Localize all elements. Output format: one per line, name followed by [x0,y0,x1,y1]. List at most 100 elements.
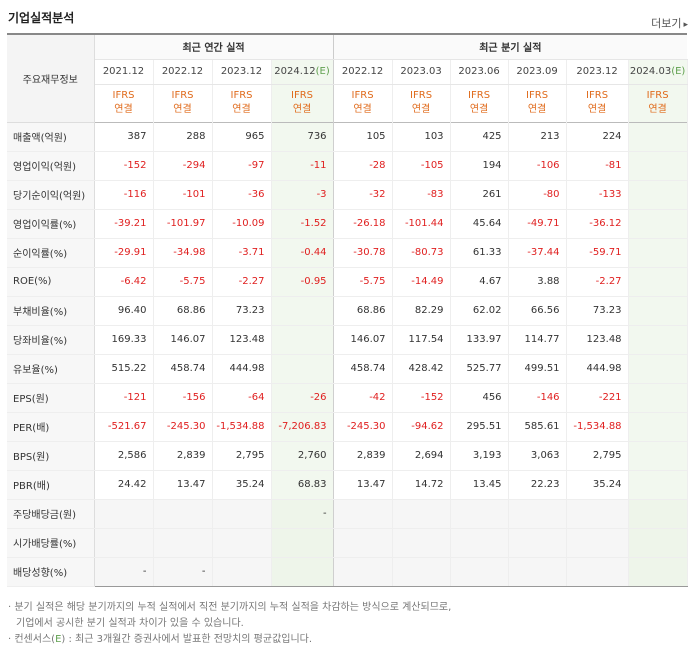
table-cell [271,557,334,587]
ifrs-top: IFRS [171,90,194,101]
table-cell: 428.42 [392,354,451,384]
table-cell: 62.02 [450,295,509,326]
group-quarter: 최근 분기 실적 [333,33,688,60]
table-row: PBR(배) 24.42 13.47 35.24 68.83 13.47 14.72 13.4… [7,470,688,500]
table-cell [628,412,688,442]
table-cell [271,354,334,384]
table-cell: -36 [212,180,272,210]
corner-label: 주요재무정보 [7,33,95,123]
ifrs-bottom: 연결 [173,104,192,115]
table-cell: -116 [94,180,154,210]
row-label: 영업이익(억원) [7,151,95,181]
table-cell: 66.56 [508,295,567,326]
table-cell: 456 [450,382,509,413]
table-cell [628,208,688,239]
table-cell [628,295,688,326]
table-cell: -59.71 [566,238,629,268]
table-cell: -1,534.88 [212,412,272,442]
table-cell: -26 [271,382,334,413]
table-cell: -0.44 [271,238,334,268]
table-cell [566,528,629,558]
table-cell: 35.24 [212,470,272,500]
ifrs-label: IFRS 연결 [566,84,629,122]
financial-table: 주요재무정보 최근 연간 실적 최근 분기 실적 2021.12 2022.12 2… [7,33,688,587]
table-cell: 146.07 [333,325,393,355]
table-cell: 288 [153,121,213,152]
period-header: 2023.12 [212,59,272,85]
table-cell: -11 [271,151,334,181]
more-link[interactable]: 더보기 ▸ [651,15,688,31]
table-cell: -37.44 [508,238,567,268]
table-cell: 169.33 [94,325,154,355]
row-label: 시가배당률(%) [7,528,95,558]
table-cell [628,180,688,210]
table-cell: -5.75 [153,267,213,297]
table-row: 당좌비율(%) 169.33 146.07 123.48 146.07 117.54 133… [7,325,688,355]
table-cell: 2,839 [153,441,213,471]
period-header: 2022.12 [153,59,213,85]
table-cell: 4.67 [450,267,509,297]
table-cell: -80 [508,180,567,210]
table-cell: 3.88 [508,267,567,297]
table-cell [566,557,629,587]
period-header: 2023.09 [508,59,567,85]
table-cell [628,470,688,500]
section-title: 기업실적분석 [8,11,75,25]
ifrs-bottom: 연결 [353,104,372,115]
estimate-mark: (E) [671,66,686,77]
table-cell [392,528,451,558]
table-cell [271,528,334,558]
table-cell [628,382,688,413]
table-cell: 96.40 [94,295,154,326]
table-cell: -32 [333,180,393,210]
table-cell: -42 [333,382,393,413]
table-cell: -105 [392,151,451,181]
table-cell [153,528,213,558]
table-cell [628,557,688,587]
table-cell [271,295,334,326]
period-header: 2023.06 [450,59,509,85]
ifrs-bottom: 연결 [587,104,607,115]
ifrs-top: IFRS [646,90,669,101]
table-cell: 515.22 [94,354,154,384]
table-cell: -34.98 [153,238,213,268]
table-cell: -64 [212,382,272,413]
table-cell: -39.21 [94,208,154,239]
row-label: PER(배) [7,412,95,442]
table-row: 주당배당금(원) - [7,498,688,529]
table-cell: 2,795 [566,441,629,471]
period-header: 2023.12 [566,59,629,85]
note-line-3-e: E [55,634,62,645]
table-cell: -14.49 [392,267,451,297]
table-cell: 133.97 [450,325,509,355]
table-row: 배당성향(%) - - [7,557,688,587]
table-cell: -7,206.83 [271,412,334,442]
table-cell [94,498,154,529]
table-cell: -26.18 [333,208,393,239]
row-label: 영업이익률(%) [7,208,95,239]
table-cell: 35.24 [566,470,629,500]
table-cell: -80.73 [392,238,451,268]
table-cell: -0.95 [271,267,334,297]
table-cell: -1.52 [271,208,334,239]
table-cell [392,498,451,529]
table-cell: -83 [392,180,451,210]
ifrs-label: IFRS 연결 [628,84,688,122]
table-cell: -3 [271,180,334,210]
table-cell: 2,586 [94,441,154,471]
group-annual: 최근 연간 실적 [94,33,334,60]
table-row: ROE(%) -6.42 -5.75 -2.27 -0.95 -5.75 -14.49 4.6… [7,267,688,297]
note-line-3: · 컨센서스(E) : 최근 3개월간 증권사에서 발표한 전망치의 평균값입니… [8,632,451,648]
ifrs-label: IFRS 연결 [508,84,567,122]
table-cell: -5.75 [333,267,393,297]
table-cell: -521.67 [94,412,154,442]
ifrs-bottom: 연결 [648,104,667,115]
table-cell [628,528,688,558]
table-cell: 444.98 [212,354,272,384]
ifrs-top: IFRS [230,90,253,101]
ifrs-bottom: 연결 [411,104,431,115]
table-cell: - [271,498,334,529]
row-label: PBR(배) [7,470,95,500]
table-cell: -101.44 [392,208,451,239]
ifrs-label: IFRS 연결 [153,84,213,122]
